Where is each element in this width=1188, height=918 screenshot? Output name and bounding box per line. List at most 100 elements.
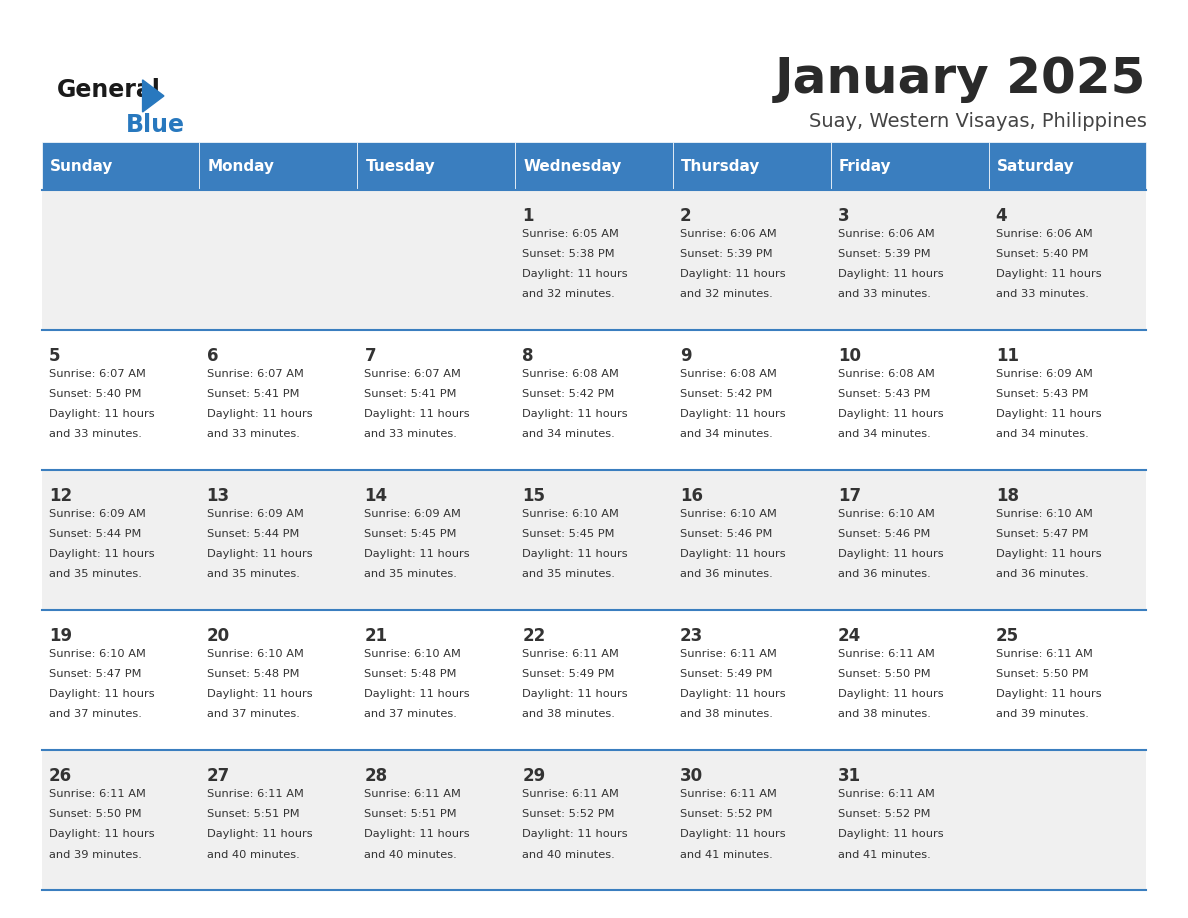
Bar	[516, 610, 672, 750]
Text: Sunset: 5:50 PM: Sunset: 5:50 PM	[838, 669, 930, 679]
Text: Daylight: 11 hours: Daylight: 11 hours	[996, 689, 1101, 700]
Text: Daylight: 11 hours: Daylight: 11 hours	[49, 409, 154, 419]
Text: 5: 5	[49, 347, 61, 364]
Text: Sunrise: 6:08 AM: Sunrise: 6:08 AM	[838, 369, 935, 378]
Text: Sunset: 5:42 PM: Sunset: 5:42 PM	[523, 389, 614, 398]
Bar	[200, 610, 358, 750]
Text: Suay, Western Visayas, Philippines: Suay, Western Visayas, Philippines	[809, 112, 1146, 131]
Bar	[672, 750, 830, 890]
Bar	[358, 470, 516, 610]
Text: 1: 1	[523, 207, 533, 225]
Text: 8: 8	[523, 347, 533, 364]
Text: Daylight: 11 hours: Daylight: 11 hours	[680, 829, 785, 839]
Text: and 35 minutes.: and 35 minutes.	[365, 569, 457, 579]
Text: Monday: Monday	[208, 159, 274, 174]
Text: Sunrise: 6:11 AM: Sunrise: 6:11 AM	[680, 649, 777, 659]
Text: 19: 19	[49, 627, 71, 644]
Bar	[358, 142, 516, 190]
Text: Daylight: 11 hours: Daylight: 11 hours	[680, 689, 785, 700]
Text: Sunrise: 6:10 AM: Sunrise: 6:10 AM	[365, 649, 461, 659]
Bar	[672, 470, 830, 610]
Text: Daylight: 11 hours: Daylight: 11 hours	[207, 689, 312, 700]
Bar	[830, 190, 988, 330]
Text: and 40 minutes.: and 40 minutes.	[523, 849, 615, 859]
Text: Daylight: 11 hours: Daylight: 11 hours	[680, 269, 785, 279]
Text: 17: 17	[838, 487, 861, 505]
Text: Sunrise: 6:06 AM: Sunrise: 6:06 AM	[996, 229, 1093, 239]
Text: and 41 minutes.: and 41 minutes.	[680, 849, 773, 859]
Text: 16: 16	[680, 487, 703, 505]
Bar	[672, 330, 830, 470]
Text: Daylight: 11 hours: Daylight: 11 hours	[996, 549, 1101, 559]
Text: Daylight: 11 hours: Daylight: 11 hours	[680, 549, 785, 559]
Text: Sunset: 5:44 PM: Sunset: 5:44 PM	[207, 529, 299, 539]
Text: Sunrise: 6:11 AM: Sunrise: 6:11 AM	[365, 789, 461, 799]
Bar	[358, 610, 516, 750]
Bar	[200, 142, 358, 190]
Text: and 34 minutes.: and 34 minutes.	[680, 430, 773, 439]
Bar	[988, 610, 1146, 750]
Text: Sunset: 5:45 PM: Sunset: 5:45 PM	[523, 529, 614, 539]
Text: 3: 3	[838, 207, 849, 225]
Text: 31: 31	[838, 767, 861, 785]
Text: Sunrise: 6:09 AM: Sunrise: 6:09 AM	[365, 509, 461, 519]
Text: Daylight: 11 hours: Daylight: 11 hours	[207, 409, 312, 419]
Text: and 41 minutes.: and 41 minutes.	[838, 849, 930, 859]
Text: 26: 26	[49, 767, 71, 785]
Text: 11: 11	[996, 347, 1019, 364]
Text: Daylight: 11 hours: Daylight: 11 hours	[49, 549, 154, 559]
Text: Sunrise: 6:10 AM: Sunrise: 6:10 AM	[49, 649, 146, 659]
Bar	[42, 610, 200, 750]
Text: Daylight: 11 hours: Daylight: 11 hours	[365, 409, 470, 419]
Text: Sunset: 5:48 PM: Sunset: 5:48 PM	[207, 669, 299, 679]
Bar	[516, 330, 672, 470]
Text: Daylight: 11 hours: Daylight: 11 hours	[49, 689, 154, 700]
Text: Sunrise: 6:10 AM: Sunrise: 6:10 AM	[680, 509, 777, 519]
Text: Sunrise: 6:11 AM: Sunrise: 6:11 AM	[838, 789, 935, 799]
Bar	[988, 330, 1146, 470]
Bar	[516, 142, 672, 190]
Text: Sunrise: 6:09 AM: Sunrise: 6:09 AM	[207, 509, 303, 519]
Text: 20: 20	[207, 627, 229, 644]
Text: Sunset: 5:46 PM: Sunset: 5:46 PM	[680, 529, 772, 539]
Text: 18: 18	[996, 487, 1019, 505]
Text: Daylight: 11 hours: Daylight: 11 hours	[523, 549, 627, 559]
Text: and 33 minutes.: and 33 minutes.	[207, 430, 299, 439]
Text: Daylight: 11 hours: Daylight: 11 hours	[996, 269, 1101, 279]
Bar	[200, 330, 358, 470]
Text: Sunday: Sunday	[50, 159, 113, 174]
Text: Daylight: 11 hours: Daylight: 11 hours	[365, 829, 470, 839]
Text: Sunrise: 6:06 AM: Sunrise: 6:06 AM	[838, 229, 935, 239]
Bar	[358, 330, 516, 470]
Text: Friday: Friday	[839, 159, 892, 174]
Text: Sunrise: 6:11 AM: Sunrise: 6:11 AM	[207, 789, 303, 799]
Text: 14: 14	[365, 487, 387, 505]
Text: Sunrise: 6:09 AM: Sunrise: 6:09 AM	[996, 369, 1093, 378]
Text: Sunrise: 6:11 AM: Sunrise: 6:11 AM	[996, 649, 1093, 659]
Bar	[988, 750, 1146, 890]
Text: and 34 minutes.: and 34 minutes.	[838, 430, 930, 439]
Bar	[988, 142, 1146, 190]
Text: and 34 minutes.: and 34 minutes.	[523, 430, 615, 439]
Text: Sunset: 5:41 PM: Sunset: 5:41 PM	[365, 389, 457, 398]
Text: Daylight: 11 hours: Daylight: 11 hours	[49, 829, 154, 839]
Text: 23: 23	[680, 627, 703, 644]
Text: Sunset: 5:49 PM: Sunset: 5:49 PM	[680, 669, 772, 679]
Text: Sunrise: 6:05 AM: Sunrise: 6:05 AM	[523, 229, 619, 239]
Text: Sunset: 5:49 PM: Sunset: 5:49 PM	[523, 669, 614, 679]
Text: 29: 29	[523, 767, 545, 785]
Text: Sunset: 5:42 PM: Sunset: 5:42 PM	[680, 389, 772, 398]
Text: Sunset: 5:47 PM: Sunset: 5:47 PM	[996, 529, 1088, 539]
Text: and 40 minutes.: and 40 minutes.	[365, 849, 457, 859]
Bar	[42, 470, 200, 610]
Text: Daylight: 11 hours: Daylight: 11 hours	[838, 269, 943, 279]
Text: Sunset: 5:50 PM: Sunset: 5:50 PM	[996, 669, 1088, 679]
Text: Sunset: 5:40 PM: Sunset: 5:40 PM	[996, 249, 1088, 259]
Text: Sunrise: 6:11 AM: Sunrise: 6:11 AM	[523, 649, 619, 659]
Text: Sunrise: 6:08 AM: Sunrise: 6:08 AM	[523, 369, 619, 378]
Text: 28: 28	[365, 767, 387, 785]
Text: Daylight: 11 hours: Daylight: 11 hours	[523, 689, 627, 700]
Text: Sunrise: 6:11 AM: Sunrise: 6:11 AM	[49, 789, 146, 799]
Text: and 37 minutes.: and 37 minutes.	[207, 710, 299, 720]
Text: Sunrise: 6:10 AM: Sunrise: 6:10 AM	[207, 649, 303, 659]
